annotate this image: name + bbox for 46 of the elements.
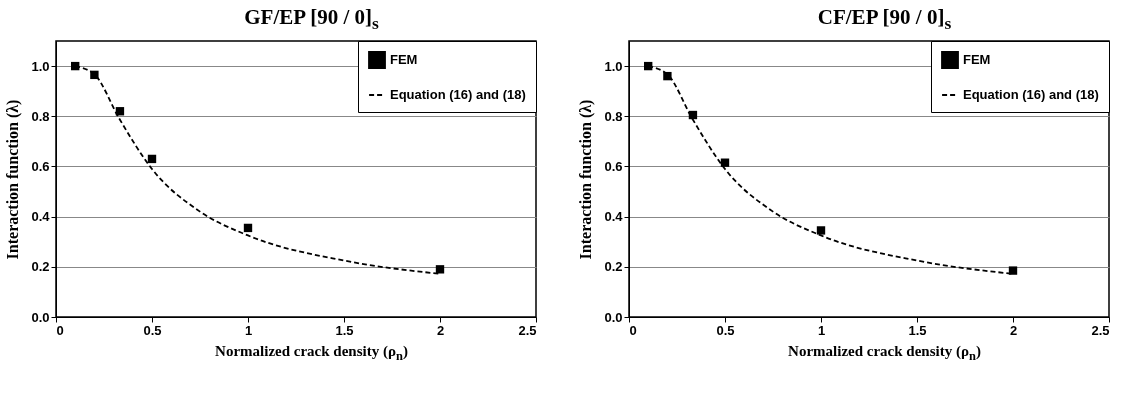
point: [71, 61, 80, 71]
y-tick-label: 1.0: [604, 58, 623, 74]
y-tick-label: 0.8: [604, 108, 623, 124]
x-tick-label: 0: [629, 322, 637, 338]
legend-label: Equation (16) and (18): [390, 87, 526, 102]
point: [243, 223, 253, 233]
legend-label: Equation (16) and (18): [963, 87, 1099, 102]
x-tick-label: 1.5: [335, 322, 354, 338]
y-tick-label: 0.0: [604, 309, 623, 325]
x-tick-label: 2.5: [1091, 322, 1110, 338]
x-tick-label: 1: [244, 322, 253, 338]
point: [663, 71, 672, 81]
x-tick-label: 2: [436, 322, 445, 338]
x-axis-title: Normalized crack density (ρ$_{n}$): [787, 343, 982, 364]
y-tick-label: 0.4: [604, 209, 624, 225]
point: [644, 61, 653, 71]
point: [90, 70, 99, 80]
y-tick-label: 0.2: [604, 259, 623, 275]
y-tick-label: 0.0: [31, 309, 50, 325]
x-tick-label: 2.5: [518, 322, 537, 338]
x-tick-label: 2: [1009, 322, 1018, 338]
point: [115, 107, 125, 116]
y-tick-label: 0.8: [31, 108, 50, 124]
legend-label: FEM: [963, 52, 991, 67]
y-tick-label: 0.6: [31, 158, 50, 174]
x-axis-title: Normalized crack density (ρ$_{n}$): [214, 343, 409, 364]
x-tick-label: 0.5: [143, 322, 162, 338]
x-tick-label: 1.5: [908, 322, 927, 338]
point: [688, 110, 698, 120]
point: [1008, 266, 1018, 275]
point: [147, 154, 157, 164]
x-tick-label: 0: [56, 322, 64, 338]
point: [816, 226, 826, 235]
chart-title: CF/EP [90 / 0]$_{s}$: [816, 4, 953, 36]
point: [720, 158, 730, 167]
y-tick-label: 0.2: [31, 259, 50, 275]
legend-label: FEM: [390, 52, 418, 67]
y-tick-label: 1.0: [31, 58, 50, 74]
point: [435, 265, 445, 274]
y-axis-title: Interaction function (λ): [4, 99, 23, 260]
chart-title: GF/EP [90 / 0]$_{s}$: [243, 4, 380, 36]
x-tick-label: 1: [817, 322, 826, 338]
x-tick-label: 0.5: [716, 322, 735, 338]
y-tick-label: 0.4: [31, 209, 51, 225]
y-axis-title: Interaction function (λ): [577, 99, 596, 260]
y-tick-label: 0.6: [604, 158, 623, 174]
